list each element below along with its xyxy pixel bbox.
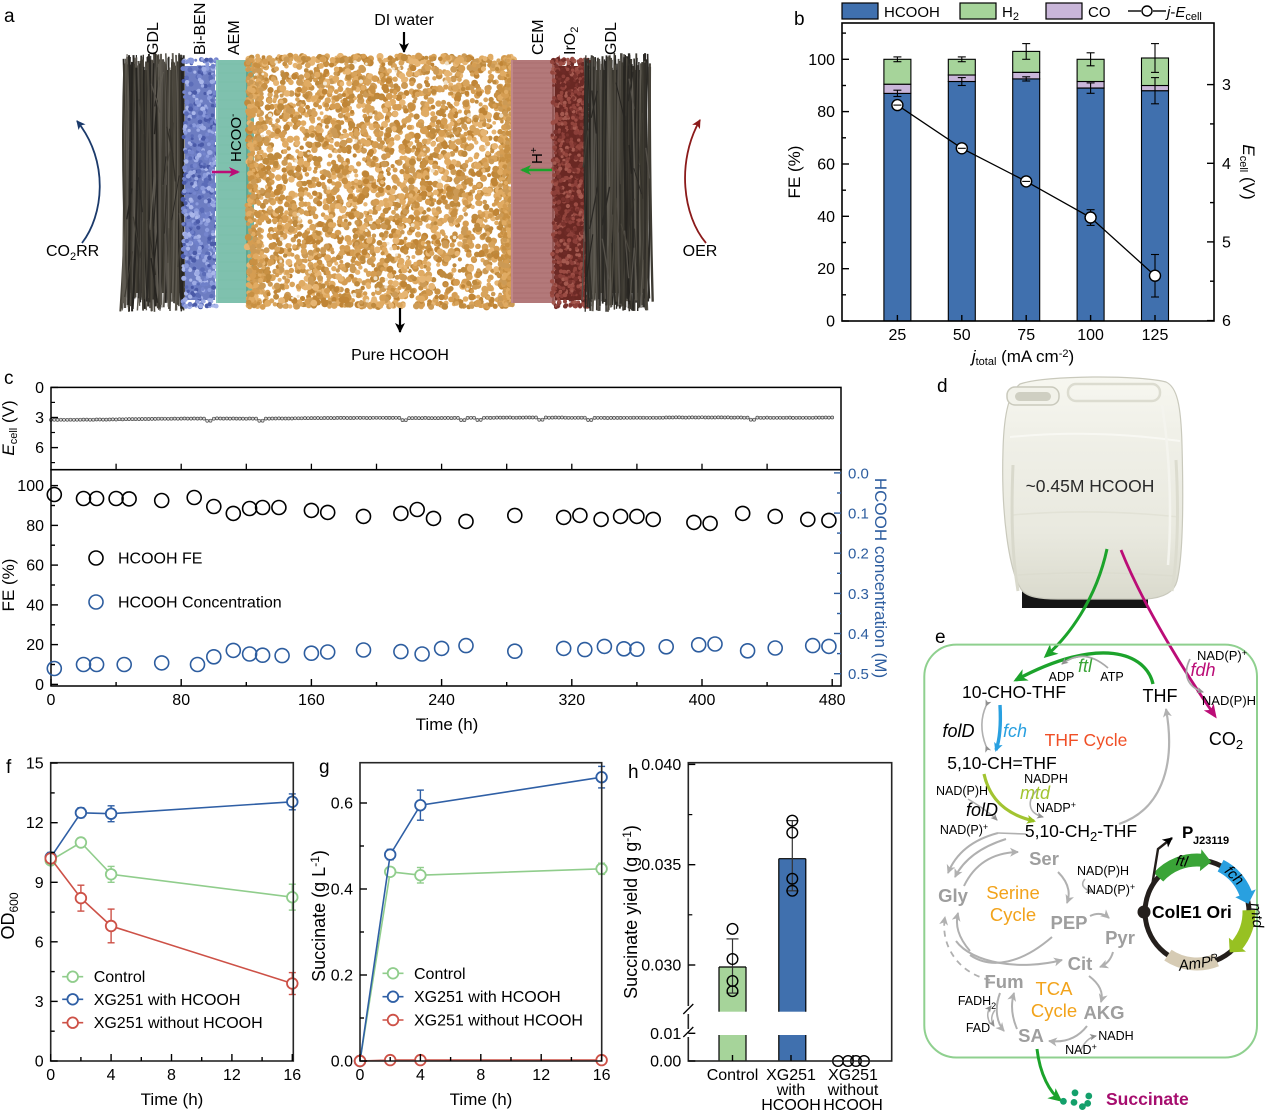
svg-text:a: a bbox=[4, 6, 15, 27]
